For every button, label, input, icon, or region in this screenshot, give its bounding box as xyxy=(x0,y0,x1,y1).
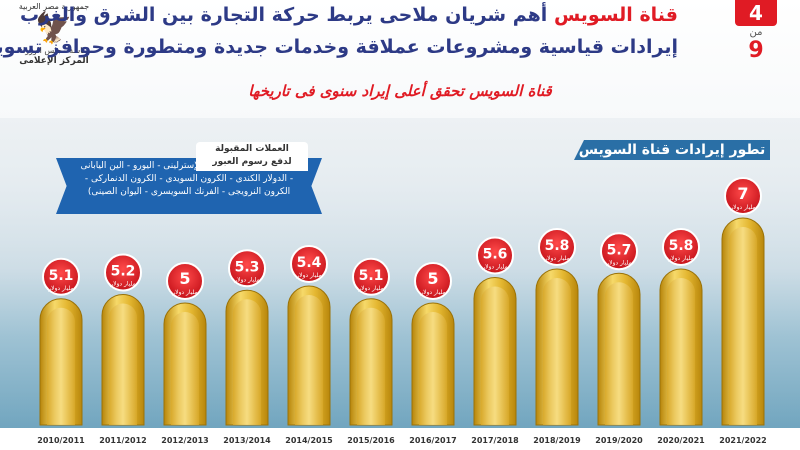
bar-highlight-9 xyxy=(543,278,571,425)
page-title: قناة السويس أهم شريان ملاحى يربط حركة ال… xyxy=(20,4,678,26)
value-label-9: 5.8 xyxy=(545,238,570,254)
unit-label-1: مليار دولار xyxy=(47,285,74,292)
currency-line3: الكرون النرويجى - الفرنك السويسرى - اليو… xyxy=(87,187,291,197)
unit-label-9: مليار دولار xyxy=(543,255,570,262)
unit-label-10: مليار دولار xyxy=(605,259,632,266)
bar-highlight-2 xyxy=(109,303,137,425)
value-badge-4 xyxy=(228,249,266,288)
bar-highlight-10 xyxy=(605,282,633,425)
bar-highlight-6 xyxy=(357,307,385,425)
page-of: من xyxy=(749,27,763,38)
page-title-line2: إيرادات قياسية ومشروعات عملاقة وخدمات جد… xyxy=(0,36,678,58)
value-badge-12 xyxy=(724,177,762,215)
title-rest: أهم شريان ملاحى يربط حركة التجارة بين ال… xyxy=(19,4,548,26)
currency-note: (الدولار الأمريكى - الجنيه الإسترلينى - … xyxy=(56,142,322,214)
year-label-1: 2010/2011 xyxy=(37,436,85,445)
value-label-3: 5 xyxy=(179,269,190,288)
bar-highlight-3 xyxy=(171,312,199,425)
value-badge-6 xyxy=(352,257,390,296)
year-label-8: 2017/2018 xyxy=(471,436,519,445)
logo-line1: جمهورية مصر العربية xyxy=(18,2,90,11)
value-label-1: 5.1 xyxy=(49,268,74,284)
currency-line2: - الدولار الكندى - الكرون السويدى - الكر… xyxy=(84,174,294,184)
value-label-7: 5 xyxy=(427,269,438,288)
value-badge-5 xyxy=(290,245,328,283)
unit-label-11: مليار دولار xyxy=(667,255,694,262)
unit-label-8: مليار دولار xyxy=(481,264,508,271)
year-label-12: 2021/2022 xyxy=(719,436,766,445)
year-label-7: 2016/2017 xyxy=(409,436,456,445)
cabinet-logo: جمهورية مصر العربية 🦅 رئاسة مجلس الوزراء… xyxy=(6,2,102,66)
year-label-3: 2012/2013 xyxy=(161,436,208,445)
page-total: 9 xyxy=(748,38,764,63)
value-badge-10 xyxy=(600,232,638,271)
unit-label-12: مليار دولار xyxy=(729,204,756,211)
value-label-2: 5.2 xyxy=(111,264,136,280)
value-badge-1 xyxy=(42,257,80,296)
unit-label-4: مليار دولار xyxy=(233,276,260,283)
value-label-5: 5.4 xyxy=(297,255,322,271)
year-axis-strip xyxy=(0,428,800,450)
logo-line3: المركز الإعلامى xyxy=(19,56,89,66)
page-current: 4 xyxy=(735,0,777,26)
year-label-9: 2018/2019 xyxy=(533,436,581,445)
year-label-10: 2019/2020 xyxy=(595,436,643,445)
currency-heading-line1: العملات المقبولة xyxy=(215,144,289,154)
bar-highlight-8 xyxy=(481,286,509,425)
bar-highlight-11 xyxy=(667,278,695,425)
value-badge-8 xyxy=(476,236,514,275)
value-label-10: 5.7 xyxy=(607,242,632,258)
logo-line2: رئاسة مجلس الوزراء xyxy=(19,46,89,55)
value-label-11: 5.8 xyxy=(669,238,694,254)
year-label-2: 2011/2012 xyxy=(99,436,146,445)
year-label-11: 2020/2021 xyxy=(657,436,705,445)
bar-highlight-7 xyxy=(419,312,447,425)
currency-heading: العملات المقبولة لدفع رسوم العبور xyxy=(196,142,308,171)
title-highlight: قناة السويس xyxy=(553,4,678,26)
value-label-8: 5.6 xyxy=(483,247,508,263)
value-label-6: 5.1 xyxy=(359,268,384,284)
year-label-6: 2015/2016 xyxy=(347,436,395,445)
unit-label-7: مليار دولار xyxy=(419,289,446,296)
unit-label-6: مليار دولار xyxy=(357,285,384,292)
chart-title: تطور إيرادات قناة السويس xyxy=(574,140,770,160)
currency-heading-line2: لدفع رسوم العبور xyxy=(212,157,292,167)
value-label-12: 7 xyxy=(737,184,748,203)
year-label-4: 2013/2014 xyxy=(223,436,271,445)
unit-label-2: مليار دولار xyxy=(109,281,136,288)
currency-line1: (الدولار الأمريكى - الجنيه الإسترلينى - … xyxy=(80,161,298,171)
bar-highlight-4 xyxy=(233,299,261,425)
value-label-4: 5.3 xyxy=(235,259,260,275)
value-badge-9 xyxy=(538,228,576,266)
unit-label-3: مليار دولار xyxy=(171,289,198,296)
page-indicator: 4 من 9 xyxy=(730,0,782,70)
bar-highlight-12 xyxy=(729,227,757,425)
value-badge-3 xyxy=(166,262,204,300)
unit-label-5: مليار دولار xyxy=(295,272,322,279)
year-label-5: 2014/2015 xyxy=(285,436,333,445)
bar-highlight-5 xyxy=(295,295,323,425)
value-badge-2 xyxy=(104,253,142,292)
value-badge-11 xyxy=(662,228,700,266)
value-badge-7 xyxy=(414,262,452,300)
eagle-icon: 🦅 xyxy=(35,11,73,46)
bar-highlight-1 xyxy=(47,307,75,425)
page-subtitle: قناة السويس تحقق أعلى إيراد سنوى فى تاري… xyxy=(248,82,552,100)
